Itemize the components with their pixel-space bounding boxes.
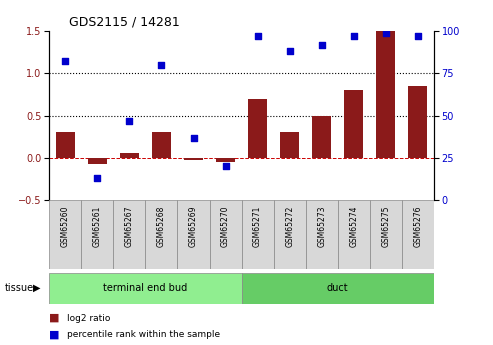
Bar (242, 273, 434, 304)
Text: duct: duct (327, 283, 349, 293)
Bar (274, 200, 306, 269)
Bar (177, 200, 210, 269)
Bar (81, 200, 113, 269)
Text: GSM65268: GSM65268 (157, 206, 166, 247)
Text: GSM65273: GSM65273 (317, 206, 326, 247)
Text: ■: ■ (49, 330, 60, 339)
Text: GSM65261: GSM65261 (93, 206, 102, 247)
Point (350, 33, 357, 39)
Bar (242, 200, 274, 269)
Bar (49, 200, 81, 269)
Text: ▶: ▶ (33, 283, 41, 293)
Bar (376, 31, 395, 158)
Bar (402, 200, 434, 269)
Text: tissue: tissue (5, 283, 34, 293)
Text: GSM65269: GSM65269 (189, 206, 198, 247)
Point (61, 59, 69, 64)
Text: GSM65272: GSM65272 (285, 206, 294, 247)
Bar (248, 99, 267, 158)
Bar (210, 200, 242, 269)
Text: GSM65267: GSM65267 (125, 206, 134, 247)
Bar (56, 132, 75, 158)
Text: GSM65270: GSM65270 (221, 206, 230, 247)
Bar (408, 86, 427, 158)
Bar (344, 90, 363, 158)
Point (382, 30, 389, 36)
Bar (216, 158, 235, 162)
Text: GSM65260: GSM65260 (61, 206, 70, 247)
Bar (145, 200, 177, 269)
Bar (184, 158, 203, 159)
Text: terminal end bud: terminal end bud (104, 283, 187, 293)
Point (414, 33, 422, 39)
Text: GDS2115 / 14281: GDS2115 / 14281 (69, 16, 179, 29)
Text: GSM65276: GSM65276 (413, 206, 423, 247)
Bar (49, 273, 242, 304)
Bar (113, 200, 145, 269)
Bar (306, 200, 338, 269)
Bar (88, 158, 107, 164)
Bar (338, 200, 370, 269)
Point (189, 135, 197, 140)
Point (317, 42, 325, 47)
Point (286, 49, 294, 54)
Text: ■: ■ (49, 313, 60, 323)
Point (221, 164, 229, 169)
Text: GSM65271: GSM65271 (253, 206, 262, 247)
Text: percentile rank within the sample: percentile rank within the sample (67, 330, 220, 339)
Point (125, 118, 133, 124)
Text: GSM65274: GSM65274 (349, 206, 358, 247)
Bar (312, 116, 331, 158)
Bar (120, 153, 139, 158)
Point (157, 62, 165, 68)
Text: log2 ratio: log2 ratio (67, 314, 110, 323)
Bar (280, 132, 299, 158)
Bar (152, 132, 171, 158)
Text: GSM65275: GSM65275 (381, 206, 390, 247)
Point (253, 33, 261, 39)
Point (94, 175, 102, 181)
Bar (370, 200, 402, 269)
